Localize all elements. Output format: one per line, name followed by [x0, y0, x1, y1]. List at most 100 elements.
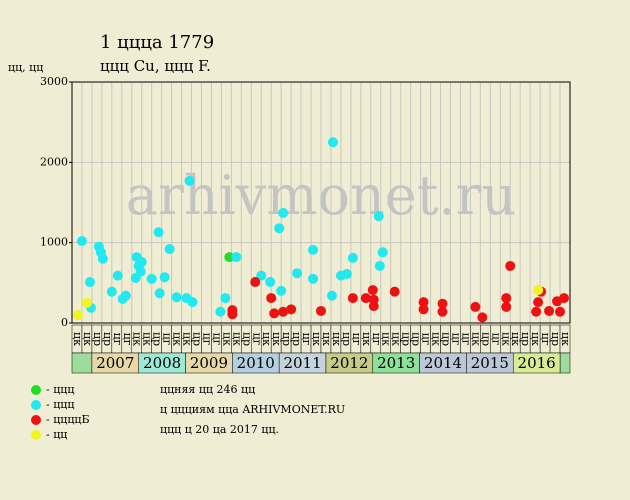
column-label: цк — [499, 332, 512, 346]
y-tick-label: 1000 — [40, 236, 68, 249]
y-tick-label: 0 — [61, 316, 68, 329]
point — [171, 292, 182, 303]
point — [276, 285, 287, 296]
point — [278, 207, 289, 218]
point — [215, 306, 226, 317]
point — [159, 272, 170, 283]
column-label: цк — [320, 332, 333, 346]
year-label: 2008 — [143, 354, 181, 372]
point — [256, 270, 267, 281]
point — [286, 304, 297, 315]
note: ццняя цц 246 цц — [160, 383, 255, 396]
column-label: цг — [250, 333, 263, 346]
column-label: цг — [210, 333, 223, 346]
year-label: 2013 — [377, 354, 415, 372]
point — [347, 252, 358, 263]
column-label: цг — [350, 333, 363, 346]
column-label: цк — [230, 332, 243, 346]
point — [72, 309, 83, 320]
column-label: цк — [71, 332, 84, 346]
column-label: цг — [200, 333, 213, 346]
point — [154, 288, 165, 299]
column-label: цк — [181, 332, 194, 346]
point — [106, 286, 117, 297]
column-label: цг — [449, 333, 462, 346]
year-label: 2012 — [330, 354, 368, 372]
column-label: цг — [300, 333, 313, 346]
legend-label: - ццццБ — [46, 413, 90, 426]
point — [81, 297, 92, 308]
column-label: цг — [121, 333, 134, 346]
point — [227, 309, 238, 320]
legend-marker — [31, 400, 41, 410]
column-label: цг — [161, 333, 174, 346]
column-label: цг — [370, 333, 383, 346]
column-label: цр — [191, 332, 204, 346]
column-label: цк — [529, 332, 542, 346]
point — [146, 273, 157, 284]
point — [153, 227, 164, 238]
column-label: цр — [91, 332, 104, 346]
column-label: цр — [440, 332, 453, 346]
point — [76, 236, 87, 247]
point — [278, 306, 289, 317]
point — [135, 266, 146, 277]
point — [501, 293, 512, 304]
column-label: цк — [220, 332, 233, 346]
point — [341, 268, 352, 279]
point — [269, 308, 280, 319]
point — [555, 306, 566, 317]
point — [316, 305, 326, 316]
column-label: цр — [340, 332, 353, 346]
point — [437, 306, 448, 317]
point — [326, 290, 337, 301]
y-axis-label: цц, цц — [8, 61, 43, 74]
point — [292, 268, 303, 279]
point — [373, 211, 384, 222]
column-label: цр — [151, 332, 164, 346]
point — [505, 260, 516, 271]
year-cell-end — [559, 352, 571, 374]
column-label: цк — [260, 332, 273, 346]
column-label: цк — [171, 332, 184, 346]
column-label: цр — [410, 332, 423, 346]
column-label: цк — [559, 332, 572, 346]
legend-marker — [31, 385, 41, 395]
point — [418, 297, 429, 308]
column-label: цг — [459, 333, 472, 346]
point — [347, 293, 358, 304]
year-label: 2011 — [283, 354, 321, 372]
column-label: цк — [81, 332, 94, 346]
point — [266, 293, 277, 304]
column-label: цр — [519, 332, 532, 346]
point — [418, 304, 429, 315]
point — [437, 298, 448, 309]
year-label: 2010 — [237, 354, 275, 372]
point — [377, 247, 388, 258]
year-cell-start — [71, 352, 93, 374]
point — [533, 285, 544, 296]
point — [187, 297, 198, 308]
year-label: 2015 — [471, 354, 509, 372]
y-tick-label: 3000 — [40, 75, 68, 88]
point — [559, 293, 570, 304]
legend-label: - ццц — [46, 383, 74, 396]
legend-label: - цц — [46, 428, 67, 441]
point — [250, 277, 261, 288]
column-label: цк — [310, 332, 323, 346]
y-tick-label: 2000 — [40, 155, 68, 168]
point — [477, 312, 488, 323]
point — [531, 306, 542, 317]
column-label: цр — [240, 332, 253, 346]
watermark: arhivmonet.ru — [126, 164, 516, 227]
column-label: цк — [380, 332, 393, 346]
year-label: 2014 — [424, 354, 462, 372]
point — [112, 270, 123, 281]
point — [224, 252, 235, 263]
column-label: цк — [270, 332, 283, 346]
point — [308, 244, 319, 255]
note: ц ццциям ццa ARHIVMONET.RU — [160, 403, 345, 416]
legend-label: - ццц — [46, 398, 74, 411]
column-label: цк — [141, 332, 154, 346]
